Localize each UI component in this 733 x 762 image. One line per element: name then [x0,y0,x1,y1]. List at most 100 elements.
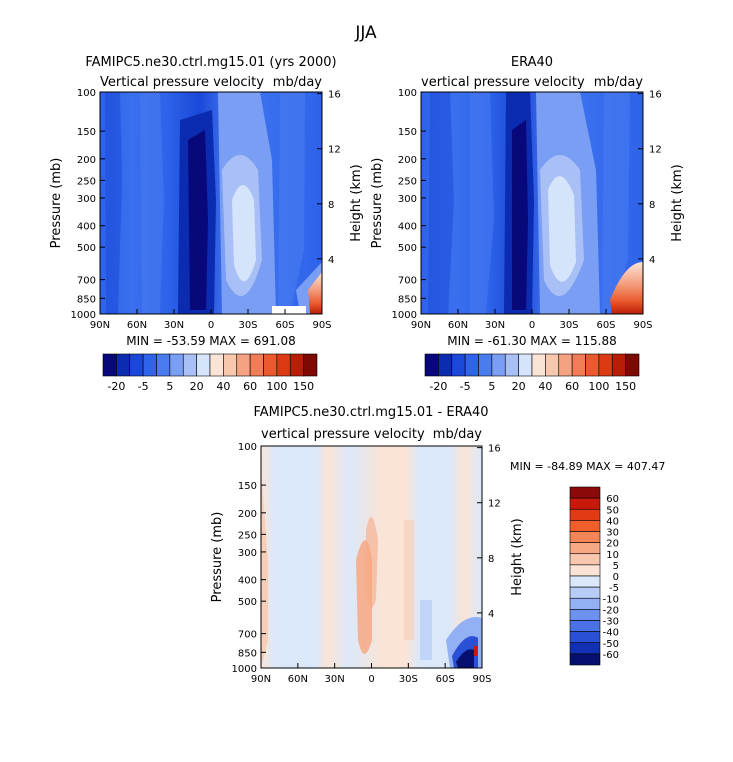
contour-band [470,92,494,314]
y-tick-label: 200 [238,509,257,520]
x-tick-label: 90N [90,320,110,331]
y-tick-label: 250 [398,176,417,187]
colorbar-swatch [249,353,264,377]
panel-title: ERA40 [511,55,553,70]
y-tick-label-right: 4 [488,609,494,620]
panel-subtitle-left: vertical pressure velocity [261,427,425,442]
colorbar-label: 150 [615,380,636,393]
colorbar-swatch [464,353,479,377]
y-tick-label-right: 8 [488,554,494,565]
colorbar-label: 100 [588,380,609,393]
colorbar-swatch [569,575,601,588]
colorbar-label: -5 [609,583,619,594]
x-axis-ticks: 90N 60N 30N 0 30S 60S 90S [90,309,332,331]
colorbar-swatch [545,353,560,377]
colorbar-swatch [142,353,157,377]
x-tick-label: 90N [251,674,271,685]
y-tick-label-right: 16 [649,90,662,101]
y-axis-label: Pressure (mb) [210,512,225,603]
panel-title: FAMIPC5.ne30.ctrl.mg15.01 - ERA40 [253,405,488,420]
colorbar-label: 5 [613,561,619,572]
colorbar-swatch [598,353,613,377]
colorbar-label: -20 [107,380,125,393]
y-axis-label: Pressure (mb) [370,158,385,249]
y-tick-label: 300 [398,194,417,205]
colorbar-swatch [196,353,211,377]
x-tick-label: 30S [399,674,418,685]
stats-text: MIN = -53.59 MAX = 691.08 [126,334,296,348]
panel-subtitle-right: mb/day [433,427,483,442]
colorbar-swatch [569,531,601,543]
x-tick-label: 30S [238,320,257,331]
x-tick-label: 90N [411,320,431,331]
y-tick-label: 500 [398,243,417,254]
colorbar-swatch [569,553,601,566]
colorbar-label: 20 [512,380,526,393]
colorbar-label: 20 [190,380,204,393]
colorbar-swatch [569,653,601,666]
y-tick-label: 100 [238,442,257,453]
figure-title: JJA [354,23,377,43]
colorbar-swatch [451,353,466,377]
y-tick-label: 150 [398,127,417,138]
colorbar: -20 -5 5 20 40 60 100 150 [102,353,318,393]
colorbar-swatch [169,353,184,377]
contour-band [404,520,414,640]
y-tick-label: 700 [398,276,417,287]
y-tick-label-right: 12 [488,499,501,510]
colorbar-swatch [569,508,601,521]
colorbar-label: 100 [266,380,287,393]
y-tick-label: 500 [238,597,257,608]
colorbar-swatch [625,353,640,377]
colorbar-label: -50 [603,639,619,650]
y-tick-label: 400 [238,576,257,587]
colorbar-swatch [438,353,453,377]
colorbar-swatch [569,609,601,621]
colorbar-swatch [569,631,601,644]
panel-subtitle-left: vertical pressure velocity [421,75,585,90]
plot-area [260,445,483,669]
y-axis-label-right: Height (km) [510,518,525,595]
colorbar-swatch [569,486,601,499]
contour-band [188,130,208,310]
x-tick-label: 30N [485,320,505,331]
colorbar-swatch [531,353,546,377]
colorbar-label: 10 [606,550,619,561]
colorbar-swatch [156,353,171,377]
contour-band [474,646,477,656]
colorbar-swatch [303,353,318,377]
contour-band [366,517,378,608]
y-tick-label-right: 16 [488,444,501,455]
y-axis-label: Pressure (mb) [49,158,64,249]
contour-band [278,92,305,314]
colorbar-label: -30 [603,617,619,628]
y-tick-label-right: 4 [328,255,334,266]
colorbar-swatch [491,353,506,377]
plot-area [420,91,644,315]
x-tick-label: 60N [288,674,308,685]
y-tick-label: 850 [77,294,96,305]
x-tick-label: 0 [208,320,214,331]
panel-model: FAMIPC5.ne30.ctrl.mg15.01 (yrs 2000) Ver… [49,55,364,393]
x-tick-label: 60S [275,320,294,331]
y-tick-label: 1000 [71,310,96,321]
y-tick-label: 200 [398,155,417,166]
y-tick-label: 150 [238,481,257,492]
x-tick-label: 90S [633,320,652,331]
panel-title: FAMIPC5.ne30.ctrl.mg15.01 (yrs 2000) [85,55,336,70]
y-tick-label: 100 [398,88,417,99]
colorbar-swatch [102,353,117,377]
x-tick-label: 30N [164,320,184,331]
contour-band [420,600,432,660]
colorbar-label: 150 [293,380,314,393]
panel-subtitle-right: mb/day [273,75,323,90]
colorbar-swatch [569,520,601,532]
colorbar-swatch [478,353,493,377]
colorbar-swatch [116,353,131,377]
colorbar-label: -20 [429,380,447,393]
y-tick-label: 700 [77,276,96,287]
missing-data-mask [272,306,306,314]
contour-band [261,470,268,668]
y-tick-label: 300 [77,194,96,205]
